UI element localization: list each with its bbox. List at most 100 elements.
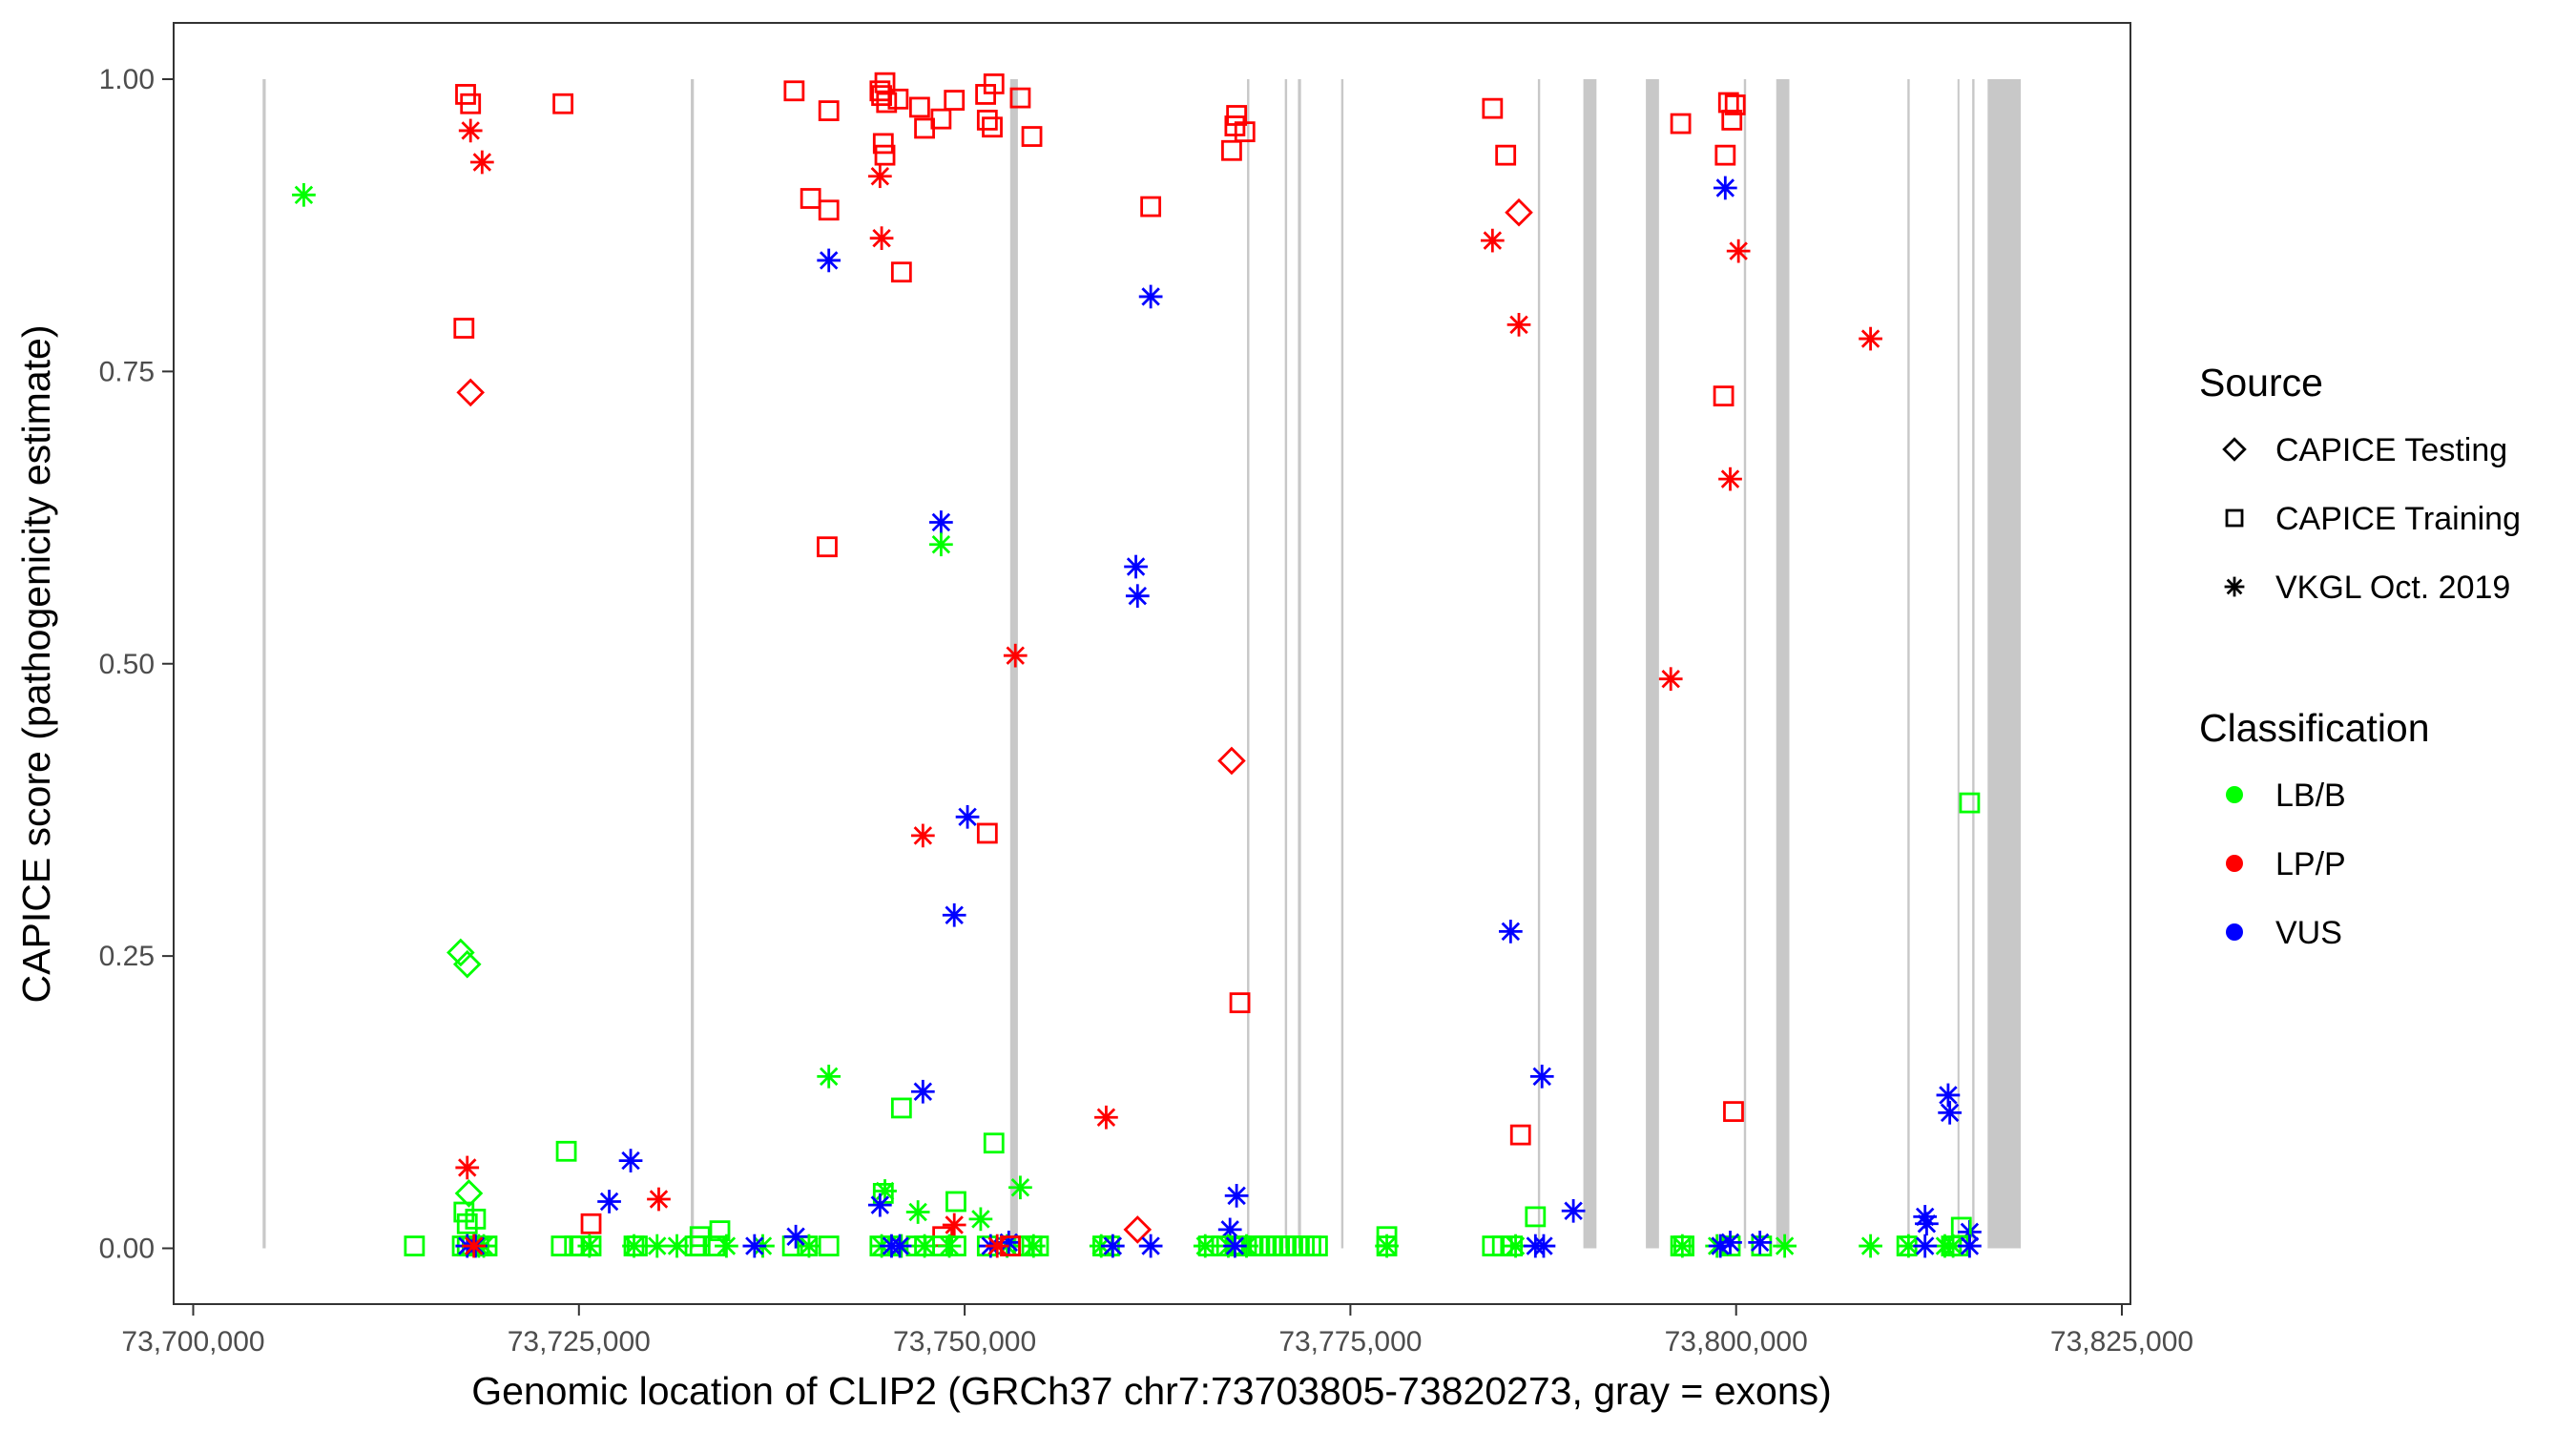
x-tick-label: 73,750,000: [893, 1326, 1036, 1358]
data-point: [1100, 1234, 1125, 1258]
data-point: [458, 118, 483, 143]
exon-band: [1537, 79, 1541, 1249]
data-point: [818, 1235, 840, 1256]
exon-band: [1957, 79, 1960, 1249]
legend-label: CAPICE Training: [2275, 501, 2521, 537]
data-point: [874, 72, 896, 93]
data-point: [647, 1187, 671, 1212]
data-point: [1280, 1235, 1302, 1256]
data-point: [1751, 1235, 1773, 1256]
y-axis-title: CAPICE score (pathogenicity estimate): [14, 325, 58, 1004]
data-point: [453, 1201, 475, 1223]
data-point: [1723, 1101, 1744, 1123]
data-point: [929, 532, 953, 557]
data-point: [976, 109, 998, 131]
data-point: [551, 1235, 572, 1256]
data-point: [1138, 284, 1163, 309]
data-point: [976, 822, 998, 844]
exon-band: [1298, 79, 1301, 1249]
data-point: [1506, 313, 1531, 337]
y-tick-label: 1.00: [99, 64, 155, 95]
data-point: [817, 1065, 841, 1089]
data-point: [955, 804, 980, 829]
data-point: [983, 73, 1005, 94]
exon-band: [1987, 79, 2022, 1249]
exon-band: [1247, 79, 1250, 1249]
data-point: [645, 1234, 670, 1258]
data-point: [1193, 1234, 1217, 1258]
data-point: [1094, 1105, 1118, 1130]
data-point: [1021, 1234, 1046, 1258]
x-axis: 73,700,000 73,725,000 73,750,000 73,775,000…: [121, 1304, 2193, 1358]
data-point: [871, 85, 892, 107]
data-point: [1561, 1198, 1586, 1223]
data-point: [460, 93, 482, 114]
exon-band: [1583, 79, 1597, 1249]
data-point: [1529, 1065, 1554, 1089]
data-point: [1721, 109, 1743, 131]
data-point: [1480, 228, 1505, 253]
data-point: [1287, 1235, 1309, 1256]
data-point: [910, 823, 935, 848]
data-point: [783, 1224, 808, 1249]
data-point: [945, 1191, 966, 1213]
data-point: [867, 1192, 892, 1217]
data-point: [1531, 1234, 1556, 1258]
data-point: [689, 1235, 711, 1256]
exon-band: [262, 79, 266, 1249]
data-point: [1003, 643, 1028, 668]
data-point: [1125, 584, 1150, 609]
y-tick-label: 0.25: [99, 941, 155, 972]
data-point: [1859, 1234, 1882, 1258]
data-point: [1217, 746, 1246, 776]
legend-label: CAPICE Testing: [2275, 432, 2507, 468]
data-point: [577, 1234, 602, 1258]
legend-item-diamond: CAPICE Testing: [2222, 432, 2507, 468]
data-point: [910, 1079, 935, 1104]
data-point: [1726, 238, 1751, 263]
data-point: [1748, 1231, 1773, 1255]
legend-label: VKGL Oct. 2019: [2275, 570, 2510, 606]
legend-sources: CAPICE Testing CAPICE Training VKGL Oct. 2…: [2222, 432, 2521, 606]
legend-item-asterisk: VKGL Oct. 2019: [2224, 570, 2510, 606]
legend-classes: LB/B LP/P VUS: [2226, 778, 2346, 951]
legend-label: VUS: [2275, 915, 2342, 951]
data-point: [1300, 1235, 1321, 1256]
color-dot-icon: [2226, 923, 2243, 941]
data-point: [942, 902, 966, 927]
data-point: [983, 1132, 1005, 1154]
data-point: [1913, 1234, 1938, 1258]
exon-band: [1646, 79, 1659, 1249]
data-point: [1000, 1235, 1021, 1256]
data-point: [1773, 1234, 1797, 1258]
data-point: [1307, 1235, 1328, 1256]
data-point: [1713, 176, 1737, 200]
data-point: [817, 248, 841, 273]
data-point: [1267, 1235, 1289, 1256]
data-point: [580, 1213, 602, 1234]
data-point: [985, 1234, 1009, 1258]
data-point: [872, 133, 894, 155]
data-point: [1274, 1235, 1296, 1256]
y-axis: 0.00 0.25 0.50 0.75 1.00: [99, 64, 174, 1265]
data-point: [818, 199, 840, 221]
exon-band: [1972, 79, 1975, 1249]
data-point: [404, 1235, 426, 1256]
data-point: [800, 188, 821, 209]
legend: Source CAPICE Testing CAPICE Training VKGL…: [2199, 361, 2521, 951]
exon-band: [1743, 79, 1747, 1249]
data-point: [1958, 1234, 1982, 1258]
data-point: [452, 949, 482, 979]
data-point: [622, 1234, 646, 1258]
data-point: [867, 164, 892, 189]
exon-band: [1776, 79, 1790, 1249]
data-point: [1123, 1215, 1153, 1244]
x-tick-label: 73,700,000: [121, 1326, 264, 1358]
data-point: [462, 1234, 487, 1258]
data-point: [908, 96, 930, 118]
legend-item-lb: LB/B: [2226, 778, 2346, 814]
data-point: [1504, 1234, 1527, 1258]
exon-band: [1907, 79, 1910, 1249]
y-tick-label: 0.75: [99, 356, 155, 387]
